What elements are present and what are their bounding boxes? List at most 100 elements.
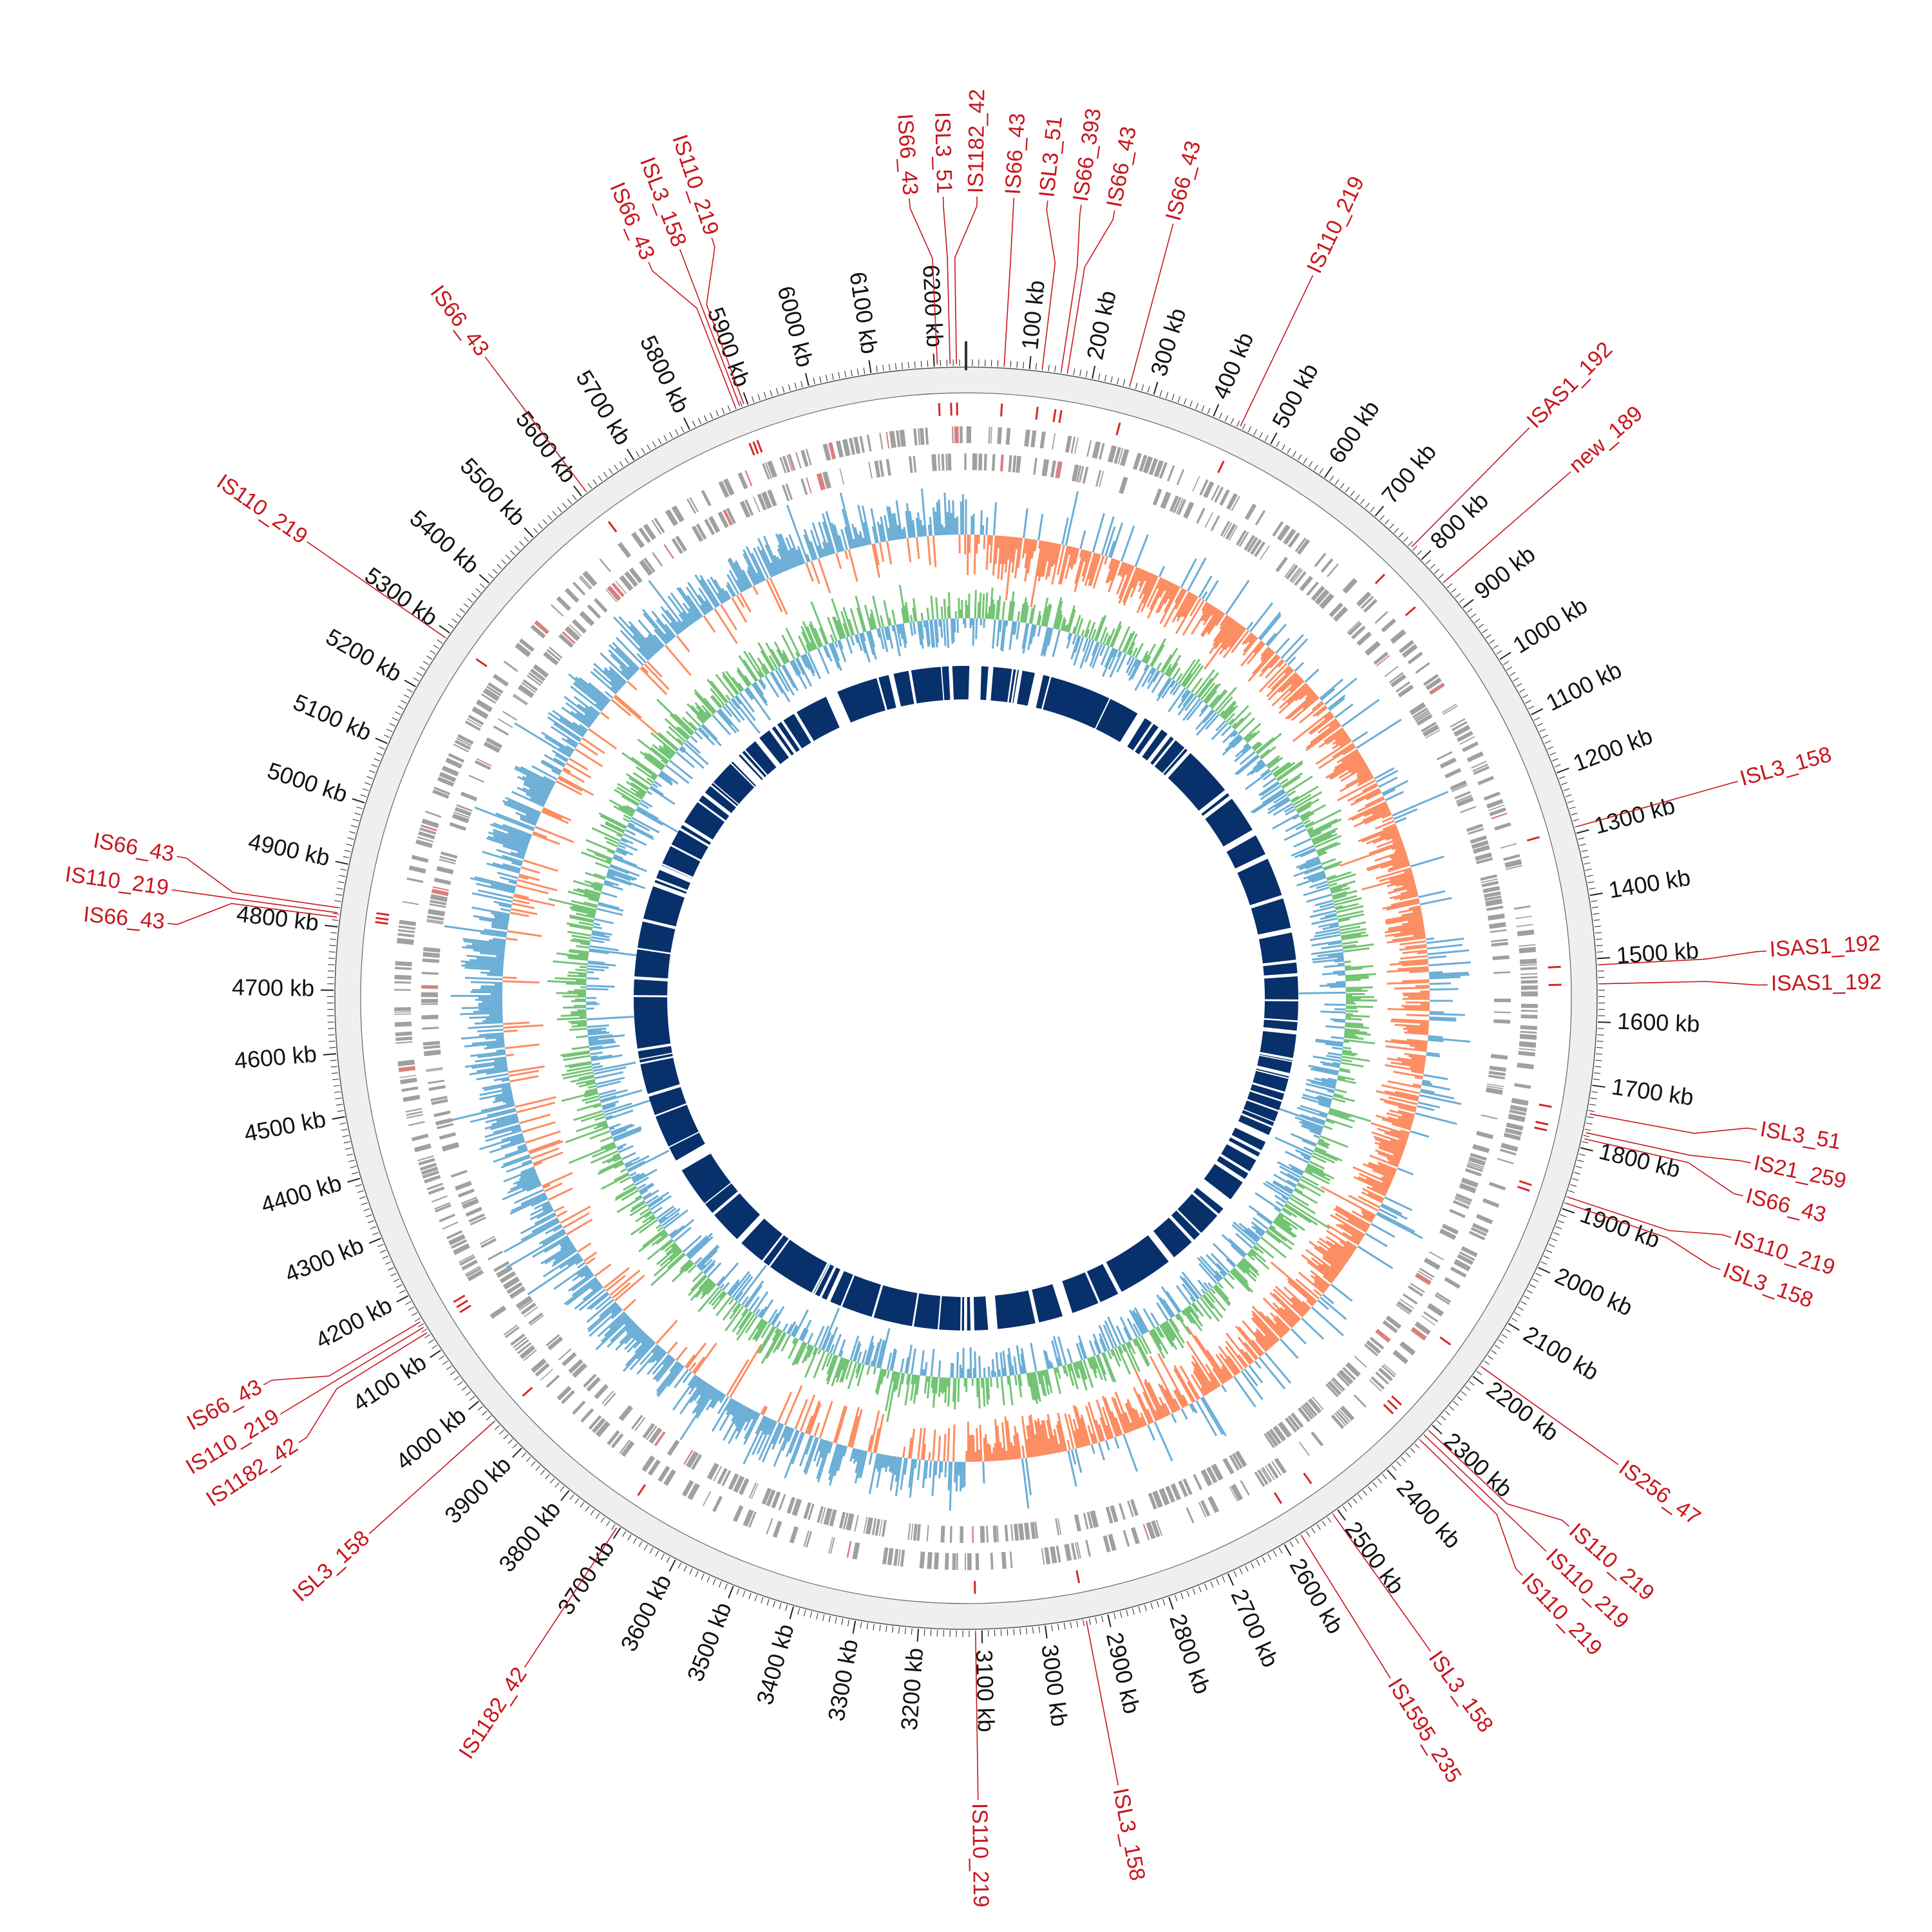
gc-content-bar: [1156, 1302, 1169, 1321]
gc-skew-bar: [660, 606, 682, 633]
gc-skew-bar: [1318, 744, 1356, 770]
cds-block: [938, 454, 941, 471]
gc-skew-bar: [1267, 672, 1297, 701]
gc-skew-bar: [1066, 1439, 1071, 1450]
gc-skew-bar: [1291, 676, 1301, 686]
gc-content-bar: [728, 1298, 735, 1305]
gc-skew-bar: [858, 534, 863, 547]
cds-block: [1132, 453, 1142, 470]
gc-content-bar: [1063, 1365, 1069, 1377]
gc-skew-bar: [636, 1340, 655, 1360]
gc-content-bar: [1310, 1068, 1339, 1076]
gc-content-bar: [1322, 925, 1340, 931]
gc-content-bar: [556, 952, 589, 958]
gc-content-bar: [659, 1208, 681, 1225]
gc-skew-bar: [677, 621, 685, 631]
gc-content-bar: [1098, 1333, 1108, 1352]
cds-block: [886, 459, 891, 476]
gc-skew-bar: [1014, 537, 1021, 579]
gc-skew-bar: [943, 1434, 947, 1462]
gc-skew-bar: [1350, 763, 1367, 774]
minor-tick: [376, 752, 383, 755]
gc-skew-bar: [1362, 1214, 1374, 1222]
gc-skew-bar: [1262, 1297, 1294, 1329]
minor-tick: [1503, 661, 1510, 665]
gc-skew-bar: [1350, 1235, 1361, 1243]
cds-block: [828, 1537, 833, 1554]
gc-content-bar: [1323, 860, 1343, 870]
gc-content-bar: [1291, 785, 1319, 804]
gc-skew-bar: [828, 1441, 833, 1454]
gc-content-bar: [1125, 657, 1135, 674]
gc-content-bar: [998, 1369, 1001, 1377]
gc-content-bar: [996, 1376, 999, 1388]
minor-tick: [1019, 1628, 1021, 1635]
cds-block: [456, 804, 473, 812]
gc-skew-bar: [1311, 701, 1323, 711]
cds-block: [1415, 662, 1430, 674]
cds-block: [1416, 714, 1433, 726]
gc-skew-bar: [931, 1461, 936, 1496]
is-leader-line: [1086, 1620, 1119, 1786]
minor-tick: [495, 1425, 500, 1430]
gc-content-bar: [752, 682, 768, 703]
gc-skew-bar: [787, 1428, 795, 1443]
gc-skew-bar: [1010, 536, 1016, 563]
gc-content-bar: [1340, 1058, 1352, 1063]
gc-content-bar: [1281, 1195, 1289, 1201]
gc-skew-bar: [1056, 1424, 1064, 1452]
gc-content-bar: [1203, 1294, 1224, 1318]
gc-content-bar: [1000, 1376, 1005, 1406]
gc-content-bar: [1344, 1031, 1371, 1036]
gc-skew-bar: [1417, 951, 1428, 954]
gc-skew-bar: [490, 1120, 520, 1130]
core-gap: [940, 665, 945, 702]
gc-skew-bar: [922, 525, 925, 537]
cds-block: [1520, 1014, 1538, 1019]
gc-content-bar: [607, 869, 635, 881]
gc-skew-bar: [987, 1443, 990, 1462]
gc-content-bar: [1198, 705, 1209, 717]
gc-skew-bar: [687, 1374, 697, 1386]
cds-block: [545, 1374, 560, 1388]
major-tick: [1432, 1425, 1443, 1435]
minor-tick: [389, 723, 395, 726]
minor-tick: [345, 1147, 352, 1150]
gc-skew-bar: [554, 1206, 565, 1213]
gc-content-bar: [661, 1231, 667, 1237]
gc-skew-bar: [1206, 611, 1222, 633]
gc-skew-bar: [632, 1329, 643, 1340]
gc-skew-bar: [1039, 1424, 1048, 1455]
gc-content-bar: [1094, 1340, 1101, 1354]
gc-skew-bar: [625, 1338, 652, 1367]
gc-content-bar: [1134, 643, 1144, 659]
gc-content-bar: [650, 774, 657, 780]
cds-block: [582, 571, 598, 587]
gc-skew-bar: [1144, 571, 1150, 582]
gc-content-bar: [1092, 1356, 1103, 1381]
gc-skew-bar: [714, 608, 738, 645]
gc-content-bar: [658, 732, 679, 751]
cds-block: [863, 1517, 868, 1534]
gc-content-bar: [1170, 682, 1179, 695]
gc-content-bar: [1043, 627, 1052, 657]
gc-content-bar: [625, 781, 647, 795]
gc-skew-bar: [533, 1151, 564, 1165]
cds-block: [1517, 929, 1535, 936]
gc-skew-bar: [1397, 966, 1429, 971]
gc-skew-bar: [1389, 873, 1413, 882]
gc-skew-bar: [1317, 718, 1337, 734]
cds-block: [415, 839, 433, 848]
gc-skew-bar: [743, 1410, 756, 1431]
gc-content-bar: [1338, 973, 1345, 976]
cds-block: [764, 462, 772, 479]
cds-block: [743, 1509, 754, 1527]
gc-skew-bar: [1133, 1387, 1151, 1425]
gc-skew-bar: [640, 1335, 649, 1344]
gc-content-bar: [1212, 1243, 1236, 1267]
core-gap: [738, 1215, 765, 1244]
minor-tick: [1088, 1618, 1091, 1625]
gc-content-bar: [781, 1334, 791, 1352]
gc-content-bar: [952, 618, 955, 643]
gc-content-bar: [728, 700, 745, 721]
